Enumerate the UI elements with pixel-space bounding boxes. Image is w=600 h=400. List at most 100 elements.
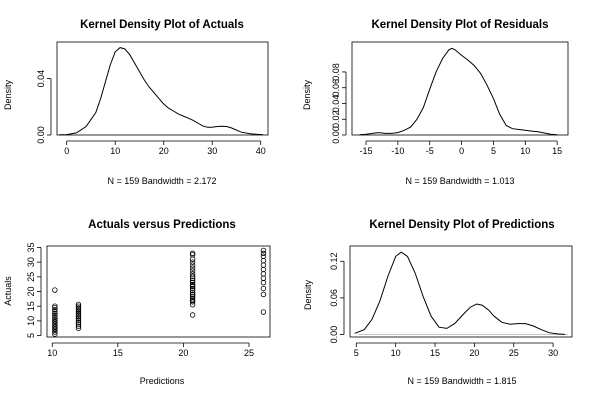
- y-tick-label: 15: [26, 301, 36, 311]
- x-tick-label: -10: [391, 146, 404, 156]
- y-tick-label: 0.00: [331, 126, 341, 144]
- x-tick-label: 15: [552, 146, 562, 156]
- scatter-point: [189, 265, 196, 271]
- scatter-point: [189, 252, 196, 258]
- plot-frame: [349, 245, 573, 338]
- scatter-point: [260, 266, 267, 273]
- scatter-point: [260, 250, 267, 257]
- panel-title: Actuals versus Predictions: [88, 219, 236, 231]
- y-tick-label: 0.00: [329, 326, 339, 344]
- panel-actuals-density: Kernel Density Plot of Actuals N = 159 B…: [3, 19, 269, 186]
- plot-frame: [351, 41, 569, 136]
- scatter-point: [75, 310, 82, 316]
- scatter-point: [75, 305, 82, 311]
- x-axis-label: N = 159 Bandwidth = 2.172: [107, 176, 216, 186]
- scatter-point: [189, 277, 196, 284]
- density-curve: [354, 251, 565, 335]
- x-tick-label: 0: [64, 146, 69, 156]
- y-tick-label: 0.02: [331, 110, 341, 128]
- scatter-point: [75, 301, 82, 308]
- scatter-point: [75, 325, 82, 331]
- scatter-point: [189, 262, 196, 268]
- x-tick-label: 20: [469, 348, 479, 358]
- x-tick-label: 5: [354, 348, 359, 358]
- scatter-point: [52, 314, 58, 320]
- scatter-point: [260, 247, 267, 254]
- y-axis-label: Density: [3, 79, 13, 110]
- scatter-point: [189, 250, 196, 257]
- x-tick-label: 25: [244, 348, 254, 358]
- scatter-point: [75, 314, 82, 320]
- y-tick-label: 0.06: [329, 289, 339, 307]
- x-tick-label: 30: [207, 146, 217, 156]
- x-tick-label: 40: [256, 146, 266, 156]
- y-axis-label: Actuals: [3, 276, 13, 306]
- x-tick-label: 30: [548, 348, 558, 358]
- scatter-point: [75, 319, 82, 326]
- y-tick-label: 20: [26, 286, 36, 296]
- scatter-point: [189, 291, 196, 298]
- y-tick-label: 0.04: [36, 70, 46, 88]
- x-tick-label: 15: [430, 348, 440, 358]
- y-axis-label: Density: [302, 79, 312, 110]
- scatter-point: [75, 315, 82, 322]
- scatter-point: [189, 289, 196, 296]
- scatter-point: [75, 312, 82, 318]
- plot-frame: [46, 245, 271, 338]
- scatter-point: [260, 253, 267, 259]
- y-tick-label: 0.00: [36, 126, 46, 144]
- panel-actuals-vs-predictions: Actuals versus Predictions Predictions A…: [3, 219, 271, 386]
- scatter-point: [189, 312, 196, 318]
- scatter-point: [189, 285, 196, 292]
- scatter-point: [189, 268, 196, 274]
- y-tick-label: 35: [26, 242, 36, 252]
- y-tick-label: 25: [26, 272, 36, 282]
- scatter-point: [52, 316, 58, 322]
- scatter-point: [52, 310, 58, 317]
- scatter-point: [189, 273, 196, 279]
- x-tick-label: 20: [159, 146, 169, 156]
- scatter-point: [260, 279, 267, 286]
- scatter-point: [189, 294, 196, 300]
- x-axis-label: N = 159 Bandwidth = 1.013: [405, 176, 514, 186]
- scatter-point: [52, 309, 58, 315]
- scatter-point: [52, 307, 58, 313]
- scatter-point: [260, 257, 267, 264]
- x-tick-label: 20: [178, 348, 188, 358]
- scatter-point: [260, 291, 267, 298]
- plot-frame: [56, 41, 269, 136]
- scatter-point: [260, 271, 267, 277]
- y-tick-label: 0.04: [331, 95, 341, 113]
- y-axis-label: Density: [303, 279, 313, 310]
- scatter-point: [75, 321, 82, 327]
- y-tick-label: 0.12: [329, 253, 339, 271]
- x-tick-label: 10: [520, 146, 530, 156]
- scatter-point: [52, 312, 58, 318]
- scatter-point: [189, 282, 196, 289]
- x-tick-label: 10: [47, 348, 57, 358]
- x-tick-label: -15: [360, 146, 373, 156]
- scatter-point: [52, 317, 58, 324]
- y-tick-label: 10: [26, 316, 36, 326]
- scatter-point: [75, 317, 82, 323]
- scatter-point: [52, 331, 58, 337]
- y-tick-label: 5: [26, 333, 36, 338]
- x-tick-label: 5: [491, 146, 496, 156]
- scatter-point: [75, 308, 82, 315]
- panel-title: Kernel Density Plot of Predictions: [369, 219, 554, 231]
- panel-title: Kernel Density Plot of Residuals: [371, 19, 548, 31]
- x-axis-label: Predictions: [140, 376, 185, 386]
- x-tick-label: 10: [110, 146, 120, 156]
- scatter-point: [75, 303, 82, 309]
- panel-residuals-density: Kernel Density Plot of Residuals N = 159…: [302, 19, 569, 186]
- scatter-point: [75, 307, 82, 313]
- scatter-point: [189, 297, 196, 304]
- panel-title: Kernel Density Plot of Actuals: [80, 19, 244, 31]
- density-curve: [359, 47, 558, 136]
- panel-predictions-density: Kernel Density Plot of Predictions N = 1…: [303, 219, 573, 386]
- scatter-point: [260, 285, 267, 292]
- scatter-point: [52, 304, 58, 311]
- scatter-point: [189, 279, 196, 286]
- y-tick-label: 30: [26, 257, 36, 267]
- scatter-point: [260, 262, 267, 268]
